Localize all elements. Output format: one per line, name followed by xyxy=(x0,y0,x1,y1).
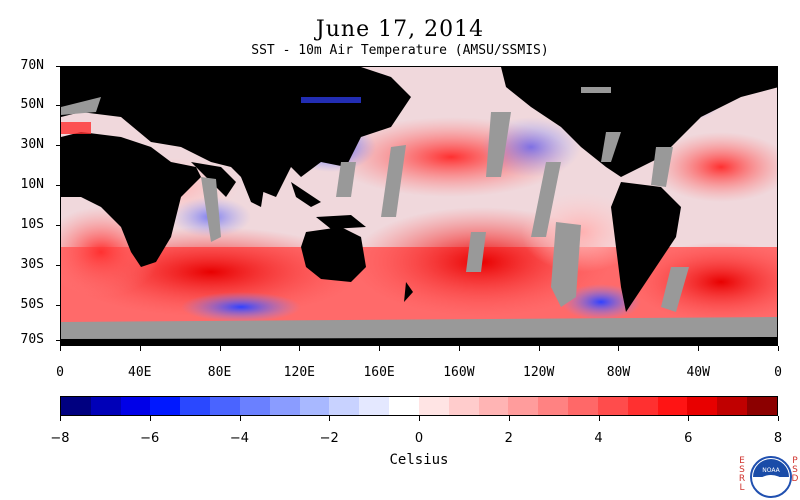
lon-tick xyxy=(698,346,700,351)
colorbar-tick xyxy=(508,416,510,421)
lon-label: 80E xyxy=(207,365,232,380)
colorbar-swatch xyxy=(448,397,479,415)
map-title: June 17, 2014 xyxy=(315,17,485,42)
colorbar-swatch xyxy=(180,397,211,415)
lat-tick xyxy=(56,145,60,146)
lat-tick xyxy=(56,265,60,266)
colorbar-label: 0 xyxy=(414,431,424,446)
colorbar-swatch xyxy=(418,397,449,415)
lon-label: 160E xyxy=(363,365,395,380)
missing-data xyxy=(61,87,777,339)
lat-label: 10S xyxy=(20,217,44,232)
colorbar-tick xyxy=(329,416,331,421)
colorbar-tick xyxy=(60,416,61,421)
colorbar-label: 6 xyxy=(684,431,693,446)
lon-tick xyxy=(60,346,61,351)
lon-tick xyxy=(778,346,779,351)
colorbar-swatch xyxy=(627,397,658,415)
colorbar-label: 2 xyxy=(504,431,513,446)
colorbar-swatch xyxy=(597,397,628,415)
colorbar-swatch xyxy=(299,397,330,415)
noaa-badge-text: NOAA xyxy=(762,467,780,474)
colorbar-label: −4 xyxy=(229,431,250,446)
noaa-emblem-icon: NOAA xyxy=(750,456,792,498)
colorbar-swatch xyxy=(329,397,360,415)
lat-tick xyxy=(56,185,60,186)
lon-label: 80W xyxy=(606,365,631,380)
colorbar-tick xyxy=(598,416,600,421)
sst-map xyxy=(61,67,777,345)
lat-label: 50S xyxy=(20,297,44,312)
colorbar-swatch xyxy=(150,397,181,415)
lat-label: 50N xyxy=(20,97,44,112)
colorbar-swatch xyxy=(61,397,91,415)
lon-label: 0 xyxy=(56,365,64,380)
lon-label: 0 xyxy=(774,365,782,380)
lat-label: 30N xyxy=(20,137,44,152)
colorbar-tick xyxy=(149,416,151,421)
colorbar-swatch xyxy=(359,397,390,415)
colorbar xyxy=(60,396,778,416)
colorbar-label: −6 xyxy=(140,431,160,446)
lon-label: 120W xyxy=(523,365,555,380)
colorbar-swatch xyxy=(269,397,300,415)
colorbar-tick xyxy=(239,416,241,421)
lat-label: 70N xyxy=(20,58,44,73)
lon-tick xyxy=(379,346,381,351)
colorbar-label: 4 xyxy=(594,431,603,446)
colorbar-label: −2 xyxy=(319,431,339,446)
colorbar-swatch xyxy=(508,397,539,415)
colorbar-swatch xyxy=(747,397,777,415)
colorbar-swatch xyxy=(657,397,688,415)
lon-tick xyxy=(458,346,460,351)
lon-tick xyxy=(299,346,301,351)
colorbar-swatch xyxy=(239,397,270,415)
lon-label: 40E xyxy=(128,365,152,380)
lon-tick xyxy=(219,346,221,351)
lat-tick xyxy=(56,225,60,226)
lon-label: 160W xyxy=(443,365,475,380)
colorbar-swatch xyxy=(90,397,121,415)
colorbar-tick xyxy=(688,416,690,421)
lat-label: 70S xyxy=(20,332,44,347)
colorbar-label: −8 xyxy=(50,431,70,446)
colorbar-swatch xyxy=(478,397,509,415)
colorbar-swatch xyxy=(717,397,748,415)
colorbar-units: Celsius xyxy=(389,452,449,468)
lat-tick xyxy=(56,105,60,106)
lon-tick xyxy=(618,346,620,351)
lon-label: 40W xyxy=(686,365,710,380)
lon-tick xyxy=(139,346,141,351)
lat-tick xyxy=(56,340,60,341)
colorbar-label: 8 xyxy=(773,431,783,446)
lat-label: 10N xyxy=(20,177,44,192)
colorbar-swatch xyxy=(120,397,151,415)
colorbar-tick xyxy=(419,416,420,421)
colorbar-swatch xyxy=(538,397,569,415)
map-frame xyxy=(60,66,778,346)
colorbar-swatch xyxy=(210,397,240,415)
colorbar-tick xyxy=(778,416,779,421)
colorbar-swatch xyxy=(687,397,718,415)
colorbar-swatch xyxy=(389,397,419,415)
map-subtitle: SST - 10m Air Temperature (AMSU/SSMIS) xyxy=(251,43,549,58)
colorbar-swatch xyxy=(568,397,598,415)
lon-label: 120E xyxy=(283,365,315,380)
lat-tick xyxy=(56,305,60,306)
lat-tick xyxy=(56,66,60,67)
lat-label: 30S xyxy=(20,257,44,272)
lon-tick xyxy=(538,346,540,351)
